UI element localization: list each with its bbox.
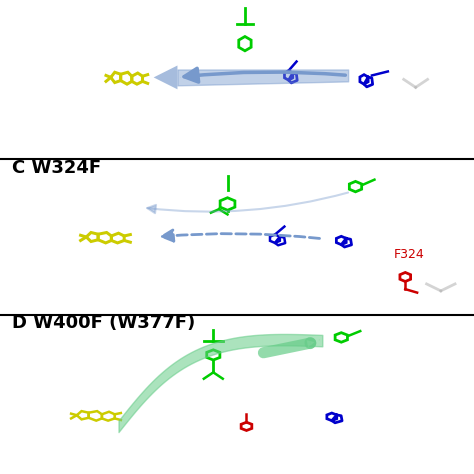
FancyArrowPatch shape bbox=[180, 75, 346, 78]
Text: F324: F324 bbox=[393, 248, 424, 261]
Text: C W324F: C W324F bbox=[12, 159, 101, 177]
Polygon shape bbox=[154, 65, 177, 89]
FancyArrowPatch shape bbox=[120, 335, 319, 424]
Text: D W400F (W377F): D W400F (W377F) bbox=[12, 314, 195, 332]
FancyArrowPatch shape bbox=[264, 343, 311, 353]
